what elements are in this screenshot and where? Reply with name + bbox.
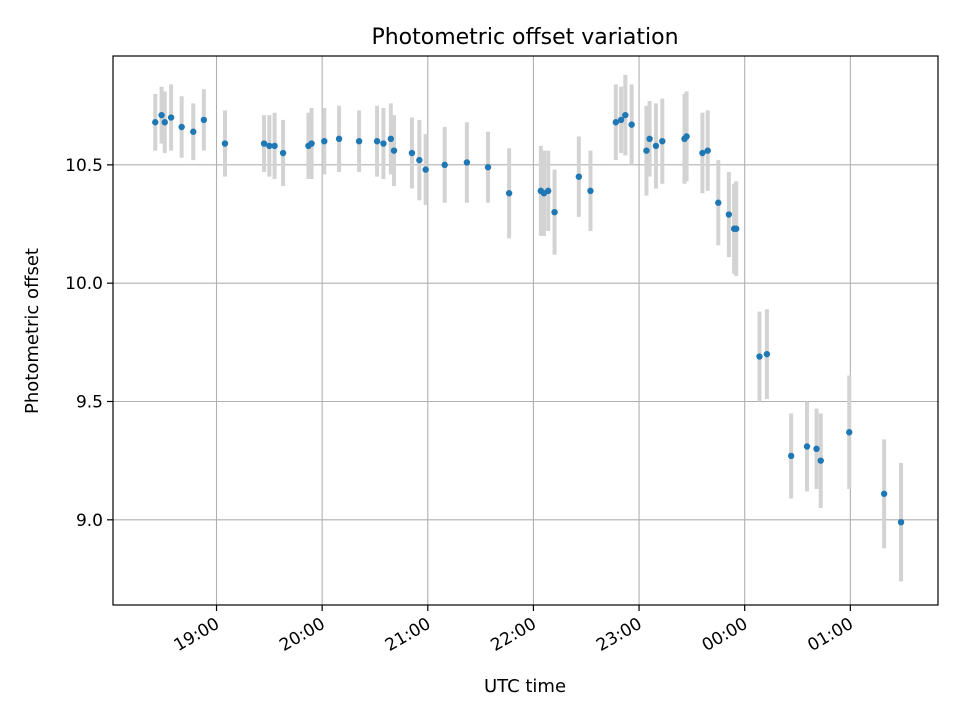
- x-axis-label: UTC time: [484, 676, 566, 697]
- data-point: [408, 149, 416, 157]
- y-axis-label: Photometric offset: [22, 248, 43, 414]
- data-point: [803, 443, 811, 450]
- data-point: [221, 140, 229, 147]
- data-point: [715, 199, 722, 206]
- data-point: [545, 187, 552, 195]
- data-point: [505, 190, 513, 197]
- data-point: [416, 156, 423, 164]
- y-tick-label: 10.0: [65, 274, 103, 294]
- data-points: [152, 111, 905, 526]
- data-point: [612, 119, 620, 126]
- data-point: [880, 490, 888, 497]
- data-point: [321, 137, 328, 145]
- data-point: [652, 142, 660, 150]
- y-axis-ticks: 9.0 9.5 10.0 10.5: [65, 156, 113, 531]
- data-point: [271, 142, 278, 150]
- data-point: [846, 429, 853, 436]
- data-point: [355, 137, 363, 145]
- data-point: [380, 140, 387, 147]
- data-point: [733, 225, 740, 232]
- data-point: [200, 116, 208, 124]
- data-point: [763, 350, 771, 358]
- data-point: [704, 147, 711, 154]
- data-point: [308, 140, 315, 147]
- data-point: [622, 111, 629, 119]
- data-point: [817, 457, 824, 464]
- data-point: [699, 149, 706, 157]
- data-point: [266, 142, 273, 150]
- data-point: [390, 147, 398, 154]
- data-point: [441, 161, 448, 169]
- data-point: [725, 211, 733, 218]
- data-point: [787, 452, 795, 460]
- data-point: [756, 353, 763, 360]
- y-tick-label: 10.5: [65, 156, 103, 176]
- data-point: [659, 137, 666, 145]
- data-point: [158, 111, 165, 119]
- data-point: [190, 128, 197, 135]
- data-point: [813, 445, 820, 453]
- data-point: [575, 173, 583, 180]
- data-point: [463, 159, 471, 166]
- data-point: [161, 119, 168, 126]
- data-point: [152, 119, 159, 126]
- data-point: [279, 149, 287, 157]
- data-point: [387, 135, 395, 143]
- data-point: [178, 123, 185, 131]
- y-tick-label: 9.0: [76, 511, 103, 531]
- data-point: [260, 140, 268, 147]
- plot-frame: [112, 55, 939, 606]
- data-point: [335, 135, 343, 143]
- data-point: [628, 121, 635, 128]
- data-point: [643, 147, 650, 154]
- data-point: [167, 114, 175, 121]
- data-point: [897, 518, 905, 526]
- data-point: [373, 137, 381, 145]
- chart-title: Photometric offset variation: [371, 25, 678, 50]
- data-point: [683, 133, 690, 140]
- data-point: [587, 187, 594, 195]
- y-tick-label: 9.5: [76, 392, 103, 412]
- grid-lines: [113, 56, 938, 605]
- data-point: [617, 116, 625, 124]
- data-point: [484, 164, 492, 171]
- data-point: [422, 166, 429, 173]
- data-point: [551, 208, 558, 216]
- data-point: [646, 135, 653, 143]
